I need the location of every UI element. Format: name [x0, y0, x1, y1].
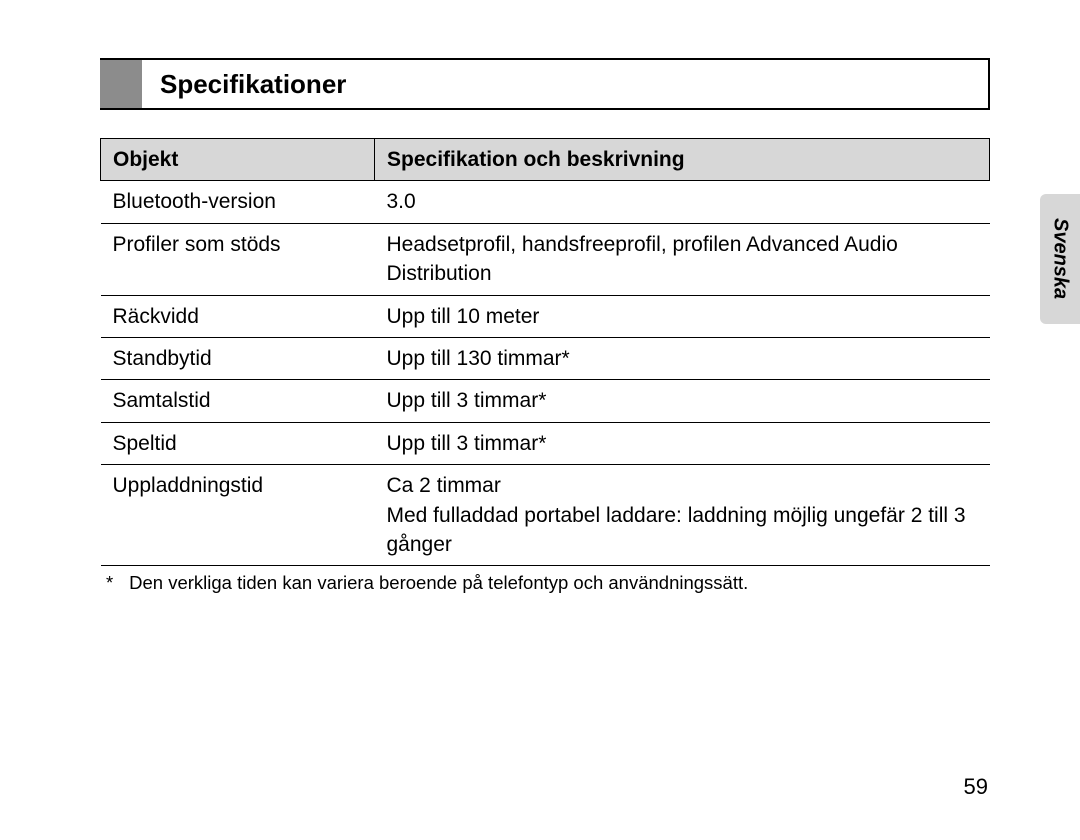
spec-value: Upp till 10 meter: [375, 295, 990, 337]
spec-label: Bluetooth-version: [101, 181, 375, 223]
footnote: * Den verkliga tiden kan variera beroend…: [100, 572, 990, 594]
footnote-text: Den verkliga tiden kan variera beroende …: [129, 572, 748, 593]
table-row: Profiler som stödsHeadsetprofil, handsfr…: [101, 223, 990, 295]
spec-label: Speltid: [101, 422, 375, 464]
section-title-tab: [100, 60, 142, 108]
spec-value: Headsetprofil, handsfreeprofil, profilen…: [375, 223, 990, 295]
section-title: Specifikationer: [142, 60, 346, 108]
spec-label: Samtalstid: [101, 380, 375, 422]
table-row: SamtalstidUpp till 3 timmar*: [101, 380, 990, 422]
footnote-mark: *: [106, 572, 124, 594]
table-row: RäckviddUpp till 10 meter: [101, 295, 990, 337]
spec-label: Räckvidd: [101, 295, 375, 337]
table-row: SpeltidUpp till 3 timmar*: [101, 422, 990, 464]
table-row: StandbytidUpp till 130 timmar*: [101, 337, 990, 379]
spec-table: Objekt Specifikation och beskrivning Blu…: [100, 138, 990, 566]
spec-value: Ca 2 timmarMed fulladdad portabel laddar…: [375, 465, 990, 566]
language-tab: Svenska: [1040, 194, 1080, 324]
spec-label: Profiler som stöds: [101, 223, 375, 295]
spec-table-body: Bluetooth-version3.0Profiler som stödsHe…: [101, 181, 990, 566]
spec-value: Upp till 130 timmar*: [375, 337, 990, 379]
table-header-objekt: Objekt: [101, 139, 375, 181]
spec-value: Upp till 3 timmar*: [375, 380, 990, 422]
table-header-row: Objekt Specifikation och beskrivning: [101, 139, 990, 181]
manual-page: Specifikationer Objekt Specifikation och…: [0, 0, 1080, 840]
table-row: Bluetooth-version3.0: [101, 181, 990, 223]
table-header-spec: Specifikation och beskrivning: [375, 139, 990, 181]
language-tab-label: Svenska: [1049, 218, 1072, 299]
page-number: 59: [964, 774, 988, 800]
section-title-box: Specifikationer: [100, 58, 990, 110]
spec-value: Upp till 3 timmar*: [375, 422, 990, 464]
spec-label: Uppladdningstid: [101, 465, 375, 566]
spec-label: Standbytid: [101, 337, 375, 379]
table-row: UppladdningstidCa 2 timmarMed fulladdad …: [101, 465, 990, 566]
spec-value: 3.0: [375, 181, 990, 223]
